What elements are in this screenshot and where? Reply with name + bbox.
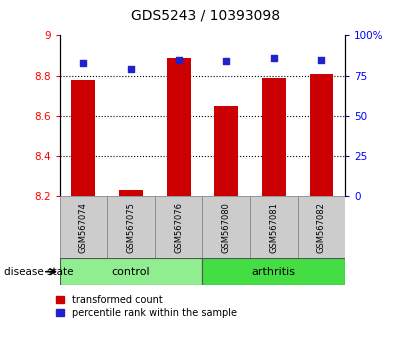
Text: control: control bbox=[112, 267, 150, 277]
Text: GSM567081: GSM567081 bbox=[269, 202, 278, 253]
Text: GSM567075: GSM567075 bbox=[127, 202, 136, 253]
Point bbox=[223, 58, 229, 64]
Text: GDS5243 / 10393098: GDS5243 / 10393098 bbox=[131, 9, 280, 23]
Bar bbox=[60, 258, 202, 285]
Bar bbox=[60, 196, 107, 258]
Point bbox=[175, 57, 182, 62]
Point bbox=[318, 57, 325, 62]
Point bbox=[80, 60, 87, 65]
Point bbox=[128, 67, 134, 72]
Text: arthritis: arthritis bbox=[252, 267, 296, 277]
Bar bbox=[298, 196, 345, 258]
Text: disease state: disease state bbox=[4, 267, 74, 277]
Text: GSM567076: GSM567076 bbox=[174, 202, 183, 253]
Point bbox=[270, 55, 277, 61]
Bar bbox=[107, 196, 155, 258]
Bar bbox=[250, 196, 298, 258]
Text: GSM567082: GSM567082 bbox=[317, 202, 326, 253]
Bar bbox=[155, 196, 202, 258]
Bar bbox=[119, 190, 143, 196]
Bar bbox=[167, 58, 191, 196]
Bar bbox=[202, 196, 250, 258]
Bar bbox=[214, 106, 238, 196]
Text: GSM567074: GSM567074 bbox=[79, 202, 88, 253]
Bar bbox=[309, 74, 333, 196]
Text: GSM567080: GSM567080 bbox=[222, 202, 231, 253]
Bar bbox=[202, 258, 345, 285]
Legend: transformed count, percentile rank within the sample: transformed count, percentile rank withi… bbox=[56, 295, 237, 318]
Bar bbox=[262, 78, 286, 196]
Bar bbox=[72, 80, 95, 196]
